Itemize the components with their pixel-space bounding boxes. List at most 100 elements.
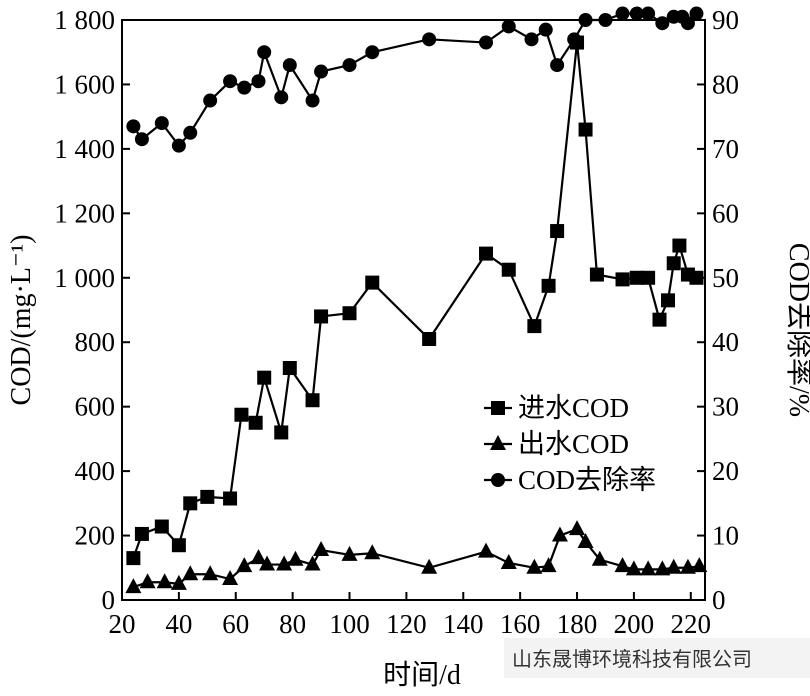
data-point-triangle (577, 533, 594, 548)
data-point-triangle (691, 557, 708, 573)
plot-frame (121, 19, 706, 601)
data-point-circle (479, 35, 494, 50)
data-point-square (641, 270, 656, 285)
data-point-circle (257, 45, 272, 60)
x-tick-label: 220 (671, 609, 712, 639)
data-point-circle (598, 13, 613, 27)
data-point-triangle (156, 573, 173, 589)
y-right-tick-label: 0 (712, 585, 726, 615)
data-point-square (652, 312, 667, 327)
data-point-triangle (236, 557, 253, 573)
data-point-square (578, 122, 593, 137)
legend-label: 出水COD (518, 429, 629, 459)
legend-item: COD去除率 (484, 465, 656, 495)
data-point-circle (680, 16, 695, 31)
data-point-triangle (665, 558, 682, 574)
y-left-tick-label: 800 (75, 327, 116, 357)
data-point-circle (629, 6, 644, 21)
data-point-square (629, 270, 644, 285)
data-point-triangle (679, 558, 696, 574)
x-tick-label: 180 (557, 609, 598, 639)
data-point-triangle (202, 565, 219, 581)
y-right-tick-label: 90 (712, 5, 739, 35)
series-line (133, 527, 700, 589)
y-right-tick-label: 80 (712, 69, 739, 99)
data-point-square (274, 425, 289, 440)
data-point-triangle (259, 555, 276, 571)
data-point-triangle (313, 541, 330, 557)
data-point-circle (567, 32, 582, 47)
data-point-triangle (500, 553, 517, 569)
y-left-tick-label: 1 800 (54, 5, 115, 35)
data-point-square (541, 278, 556, 293)
data-point-circle (314, 64, 329, 79)
y-right-tick-label: 70 (712, 134, 739, 164)
data-point-circle (134, 132, 149, 147)
legend-label: 进水COD (518, 393, 629, 423)
data-point-triangle (540, 557, 557, 573)
y-left-tick-label: 1 400 (54, 134, 115, 164)
data-point-square (200, 489, 215, 504)
data-point-square (234, 407, 249, 422)
tick-labels: 20 40 60 80 100 120 140 160 180 200 22002004006008… (54, 5, 739, 639)
data-point-square (672, 238, 687, 253)
data-point-square (661, 293, 676, 308)
data-point-triangle (421, 558, 438, 574)
data-point-triangle (526, 558, 543, 574)
data-point-square (342, 306, 357, 321)
data-point-circle (578, 13, 593, 27)
y-left-tick-label: 1 600 (54, 69, 115, 99)
y-left-tick-label: 400 (75, 456, 116, 486)
data-point-square (365, 275, 380, 290)
data-point-triangle (614, 557, 631, 573)
series-circle (126, 6, 704, 153)
data-point-square (422, 332, 437, 346)
y-right-tick-label: 40 (712, 327, 739, 357)
data-point-circle (203, 93, 218, 108)
data-point-triangle (287, 550, 304, 566)
data-point-triangle (551, 526, 568, 542)
legend: 进水COD 出水COD COD去除率 (484, 393, 656, 495)
watermark-text: 山东晟博环境科技有限公司 (512, 647, 752, 671)
data-point-triangle (341, 545, 358, 561)
data-point-square (689, 270, 704, 285)
data-point-triangle (640, 560, 657, 576)
data-point-square (126, 551, 141, 566)
y-right-tick-label: 60 (712, 198, 739, 228)
data-point-square (134, 526, 149, 541)
data-point-square (666, 256, 681, 271)
data-point-circle (126, 119, 141, 134)
data-point-square (479, 246, 494, 261)
data-point-square (615, 272, 630, 287)
data-point-square (501, 262, 516, 277)
y-left-tick-label: 1 000 (54, 263, 115, 293)
data-point-circle (305, 93, 320, 108)
data-point-triangle (364, 544, 381, 560)
data-point-square (527, 319, 542, 334)
watermark-background (504, 638, 810, 678)
data-point-triangle (170, 574, 187, 590)
data-point-circle (171, 138, 186, 153)
data-point-circle (183, 125, 198, 140)
legend-marker-circle (491, 473, 505, 487)
data-point-circle (154, 116, 169, 131)
data-point-circle (655, 16, 670, 31)
y-left-tick-label: 0 (102, 585, 116, 615)
series-square (126, 35, 704, 566)
data-point-triangle (139, 573, 156, 589)
y-right-tick-label: 30 (712, 392, 739, 422)
data-point-square (171, 538, 186, 553)
data-point-circle (641, 6, 656, 21)
data-point-circle (501, 19, 516, 34)
x-tick-label: 160 (500, 609, 541, 639)
data-point-circle (223, 74, 238, 89)
data-point-circle (251, 74, 266, 89)
x-tick-label: 20 (109, 609, 136, 639)
y-left-tick-label: 1 200 (54, 198, 115, 228)
x-tick-label: 120 (386, 609, 427, 639)
x-axis-title: 时间/d (383, 659, 461, 691)
legend-label: COD去除率 (518, 465, 656, 495)
data-point-square (154, 519, 169, 534)
data-point-square (314, 309, 329, 324)
data-point-square (223, 491, 238, 506)
